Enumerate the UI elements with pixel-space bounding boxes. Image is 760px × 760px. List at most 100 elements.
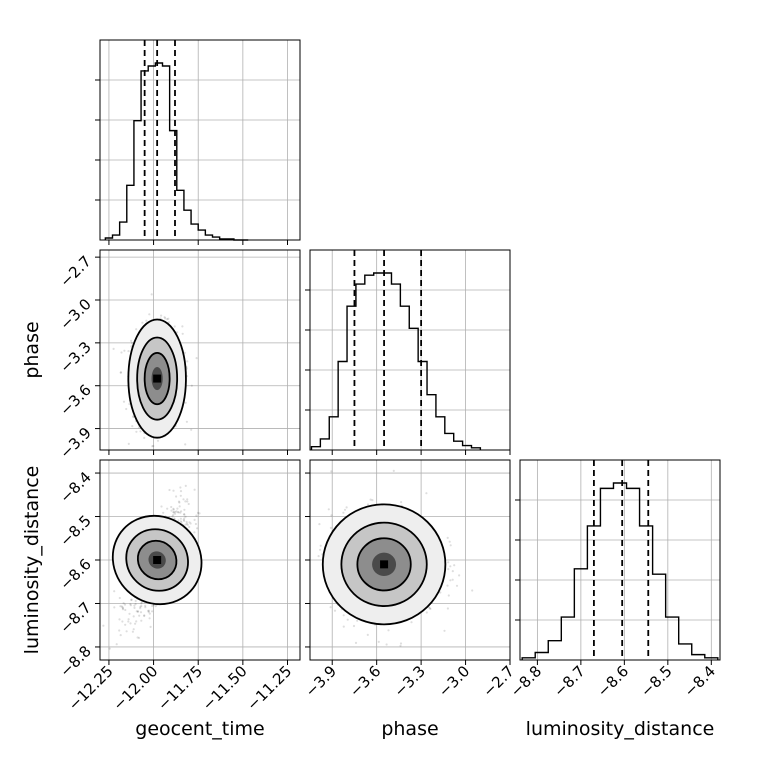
sample-point xyxy=(179,511,182,514)
density-panel-phase-vs-luminosity-distance: −3.9 −3.6 −3.3 −3.0 −2.7 xyxy=(302,459,518,701)
sample-point xyxy=(151,445,154,448)
panel-background xyxy=(100,40,300,240)
sample-point xyxy=(428,607,431,610)
sample-point xyxy=(342,511,345,514)
sample-point xyxy=(183,351,187,354)
sample-point xyxy=(354,641,358,645)
sample-point xyxy=(129,603,132,606)
hist-step-line xyxy=(310,272,482,450)
sample-point xyxy=(172,489,175,492)
sample-point xyxy=(449,544,452,547)
sample-point xyxy=(189,522,192,525)
sample-point xyxy=(172,507,175,510)
sample-point xyxy=(173,325,176,328)
sample-point xyxy=(108,647,111,650)
sample-point xyxy=(317,555,320,558)
sample-point xyxy=(183,508,186,511)
sample-point xyxy=(399,642,403,645)
sample-point xyxy=(123,603,127,606)
sample-point xyxy=(356,619,359,622)
sample-point xyxy=(449,579,452,582)
sample-point xyxy=(140,604,143,608)
sample-point xyxy=(319,544,322,547)
sample-point xyxy=(182,518,185,521)
sample-point xyxy=(181,325,184,328)
sample-point xyxy=(152,444,155,448)
sample-point xyxy=(186,523,189,527)
sample-point xyxy=(139,611,143,614)
panel-border xyxy=(309,459,511,661)
sample-point xyxy=(429,607,432,611)
sample-point xyxy=(458,574,461,577)
hist-step-line xyxy=(521,482,719,660)
sample-point xyxy=(176,507,179,510)
xlabel-luminosity-distance: luminosity_distance xyxy=(526,718,715,740)
sample-point xyxy=(182,498,185,501)
sample-point xyxy=(185,522,189,525)
sample-point xyxy=(122,400,126,403)
sample-point xyxy=(127,442,130,445)
sample-point xyxy=(131,630,134,633)
sample-point xyxy=(135,430,138,433)
sample-point xyxy=(400,501,403,504)
sample-point xyxy=(343,508,347,511)
sample-point xyxy=(180,510,183,513)
sample-point xyxy=(399,644,402,647)
density-peak xyxy=(380,560,389,569)
sample-point xyxy=(346,618,349,621)
sample-point xyxy=(170,505,173,509)
sample-point xyxy=(471,589,474,592)
sample-point xyxy=(160,505,163,508)
sample-point xyxy=(147,610,150,614)
sample-point xyxy=(186,498,189,501)
sample-point xyxy=(179,520,182,523)
sample-point xyxy=(134,622,137,625)
sample-point xyxy=(147,609,150,612)
sample-point xyxy=(194,522,197,526)
sample-point xyxy=(133,604,136,607)
sample-point xyxy=(166,507,169,510)
sample-point xyxy=(385,643,388,646)
sample-point xyxy=(185,520,188,523)
xlabel-phase: phase xyxy=(381,718,438,740)
sample-point xyxy=(448,540,451,543)
sample-point xyxy=(148,612,151,615)
density-panel-geocent-time-vs-luminosity-distance: −12.25−12.00−11.75−11.50−11.25−8.4−8.5−8… xyxy=(56,459,301,714)
density-peak xyxy=(153,556,162,564)
sample-point xyxy=(139,605,142,609)
sample-point xyxy=(145,319,148,322)
sample-point xyxy=(135,620,138,623)
sample-point xyxy=(130,598,133,601)
sample-point xyxy=(119,371,123,374)
sample-point xyxy=(143,614,146,618)
sample-point xyxy=(185,420,188,423)
sample-point xyxy=(195,514,198,517)
sample-point xyxy=(451,578,454,581)
sample-point xyxy=(186,360,189,363)
sample-point xyxy=(453,564,456,567)
sample-point xyxy=(130,341,133,345)
sample-point xyxy=(143,436,146,439)
sample-point xyxy=(188,525,191,529)
sample-point xyxy=(198,512,201,515)
sample-point xyxy=(148,313,151,316)
sample-point xyxy=(127,618,130,621)
sample-point xyxy=(447,561,450,564)
sample-point xyxy=(352,624,356,628)
sample-point xyxy=(149,625,152,629)
sample-point xyxy=(162,511,165,514)
sample-point xyxy=(137,610,140,613)
panel-border xyxy=(99,249,301,451)
sample-point xyxy=(451,570,454,573)
sample-point xyxy=(342,614,345,617)
sample-point xyxy=(319,548,322,551)
sample-point xyxy=(193,531,196,534)
sample-point xyxy=(164,317,167,320)
sample-point xyxy=(330,514,333,517)
sample-point xyxy=(342,625,345,628)
sample-point xyxy=(113,590,116,593)
density-peak xyxy=(153,374,162,383)
sample-point xyxy=(119,605,122,608)
sample-point xyxy=(172,511,175,514)
sample-point xyxy=(124,623,127,626)
